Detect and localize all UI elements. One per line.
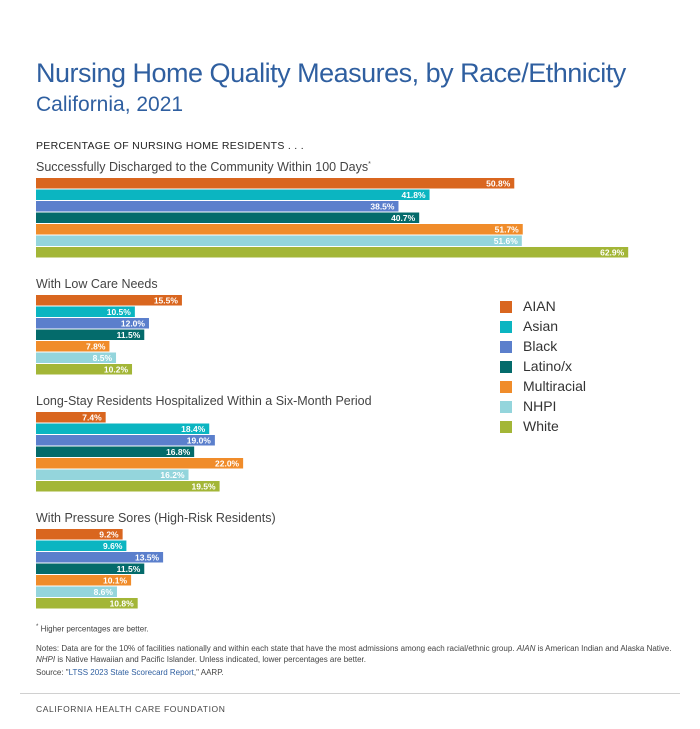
bar-g2-asian xyxy=(36,423,210,434)
bar-label-g1-multiracial: 7.8% xyxy=(86,341,106,351)
bar-g2-white xyxy=(36,481,220,492)
footer-divider xyxy=(20,693,680,694)
bar-g1-latinox xyxy=(36,329,145,340)
notes-text-3: is Native Hawaiian and Pacific Islander.… xyxy=(55,655,366,664)
bar-label-g1-asian: 10.5% xyxy=(107,307,132,317)
bar-g3-multiracial xyxy=(36,575,132,586)
legend-swatch xyxy=(500,301,512,313)
bar-label-g1-white: 10.2% xyxy=(104,364,129,374)
notes-text-1: Notes: Data are for the 10% of facilitie… xyxy=(36,644,517,653)
bar-g3-nhpi xyxy=(36,586,117,597)
legend-label: Black xyxy=(523,338,558,354)
group-label-low-care: With Low Care Needs xyxy=(36,277,158,291)
legend-swatch xyxy=(500,321,512,333)
bar-g0-white xyxy=(36,247,629,258)
bar-g1-multiracial xyxy=(36,341,110,352)
organization-name: CALIFORNIA HEALTH CARE FOUNDATION xyxy=(36,704,226,714)
bar-label-g0-white: 62.9% xyxy=(600,247,625,257)
source: Source: "LTSS 2023 State Scorecard Repor… xyxy=(36,668,224,677)
bar-g2-latinox xyxy=(36,446,195,457)
bar-g3-asian xyxy=(36,540,127,551)
notes: Notes: Data are for the 10% of facilitie… xyxy=(36,643,676,665)
legend-swatch xyxy=(500,401,512,413)
bar-g0-black xyxy=(36,201,399,212)
legend-label: AIAN xyxy=(523,298,556,314)
bar-label-g3-black: 13.5% xyxy=(135,552,160,562)
bar-g2-nhpi xyxy=(36,469,189,480)
bar-g1-aian xyxy=(36,295,182,306)
bar-g3-aian xyxy=(36,529,123,540)
source-prefix: Source: " xyxy=(36,668,69,677)
section-heading: PERCENTAGE OF NURSING HOME RESIDENTS . .… xyxy=(36,140,304,152)
group-label-hospitalized: Long-Stay Residents Hospitalized Within … xyxy=(36,394,372,408)
bar-label-g0-black: 38.5% xyxy=(370,201,395,211)
bar-g2-multiracial xyxy=(36,458,244,469)
bar-label-g2-multiracial: 22.0% xyxy=(215,458,240,468)
bar-g0-asian xyxy=(36,189,430,200)
legend-label: White xyxy=(523,418,559,434)
bar-g3-black xyxy=(36,552,164,563)
bar-label-g0-aian: 50.8% xyxy=(486,178,511,188)
bar-label-g0-asian: 41.8% xyxy=(401,190,426,200)
bar-label-g3-aian: 9.2% xyxy=(99,529,119,539)
bar-g1-white xyxy=(36,364,133,375)
bar-label-g0-latinox: 40.7% xyxy=(391,213,416,223)
bar-label-g3-nhpi: 8.6% xyxy=(94,587,114,597)
bar-label-g1-black: 12.0% xyxy=(121,318,146,328)
group-label-discharged: Successfully Discharged to the Community… xyxy=(36,160,371,174)
bar-g0-latinox xyxy=(36,212,420,223)
bar-g2-aian xyxy=(36,412,106,423)
bar-label-g2-nhpi: 16.2% xyxy=(160,470,185,480)
bar-label-g1-latinox: 11.5% xyxy=(117,330,141,340)
bar-label-g3-asian: 9.6% xyxy=(103,541,123,551)
notes-text-2: is American Indian and Alaska Native. xyxy=(535,644,672,653)
legend-label: NHPI xyxy=(523,398,557,414)
chart-subtitle: California, 2021 xyxy=(36,93,184,116)
source-link[interactable]: LTSS 2023 State Scorecard Report xyxy=(68,668,194,677)
legend-label: Multiracial xyxy=(523,378,587,394)
bar-label-g2-asian: 18.4% xyxy=(181,424,206,434)
legend-swatch xyxy=(500,341,512,353)
bar-label-g2-black: 19.0% xyxy=(187,435,212,445)
bar-g3-white xyxy=(36,598,138,609)
group-label-pressure-sores: With Pressure Sores (High-Risk Residents… xyxy=(36,511,276,525)
bar-label-g2-latinox: 16.8% xyxy=(166,447,191,457)
legend-label: Latino/x xyxy=(523,358,573,374)
bar-g0-aian xyxy=(36,178,515,189)
bar-label-g3-latinox: 11.5% xyxy=(117,564,141,574)
footnote: * Higher percentages are better. xyxy=(36,624,149,634)
bar-label-g1-nhpi: 8.5% xyxy=(93,353,113,363)
bar-label-g1-aian: 15.5% xyxy=(154,295,179,305)
chart-title: Nursing Home Quality Measures, by Race/E… xyxy=(36,58,626,88)
notes-aian-term: AIAN xyxy=(516,644,536,653)
footnote-marker: * xyxy=(36,624,39,630)
bar-g0-multiracial xyxy=(36,224,523,235)
legend-label: Asian xyxy=(523,318,559,334)
bar-label-g3-multiracial: 10.1% xyxy=(103,575,128,585)
group-label-discharged-text: Successfully Discharged to the Community… xyxy=(36,160,369,174)
bar-label-g2-white: 19.5% xyxy=(191,481,216,491)
bar-label-g0-nhpi: 51.6% xyxy=(494,236,519,246)
legend-swatch xyxy=(500,421,512,433)
legend-swatch xyxy=(500,381,512,393)
bar-g3-latinox xyxy=(36,563,145,574)
group-label-discharged-marker: * xyxy=(368,160,371,168)
bar-g1-asian xyxy=(36,306,135,317)
bar-g2-black xyxy=(36,435,215,446)
bar-label-g2-aian: 7.4% xyxy=(82,412,102,422)
source-suffix: ," AARP. xyxy=(193,668,224,677)
bar-g1-nhpi xyxy=(36,352,117,363)
bar-label-g3-white: 10.8% xyxy=(110,598,135,608)
bar-g0-nhpi xyxy=(36,235,522,246)
footnote-text: Higher percentages are better. xyxy=(38,624,149,634)
notes-nhpi-term: NHPI xyxy=(36,655,56,664)
bar-label-g0-multiracial: 51.7% xyxy=(495,224,520,234)
legend-swatch xyxy=(500,361,512,373)
bar-g1-black xyxy=(36,318,149,329)
